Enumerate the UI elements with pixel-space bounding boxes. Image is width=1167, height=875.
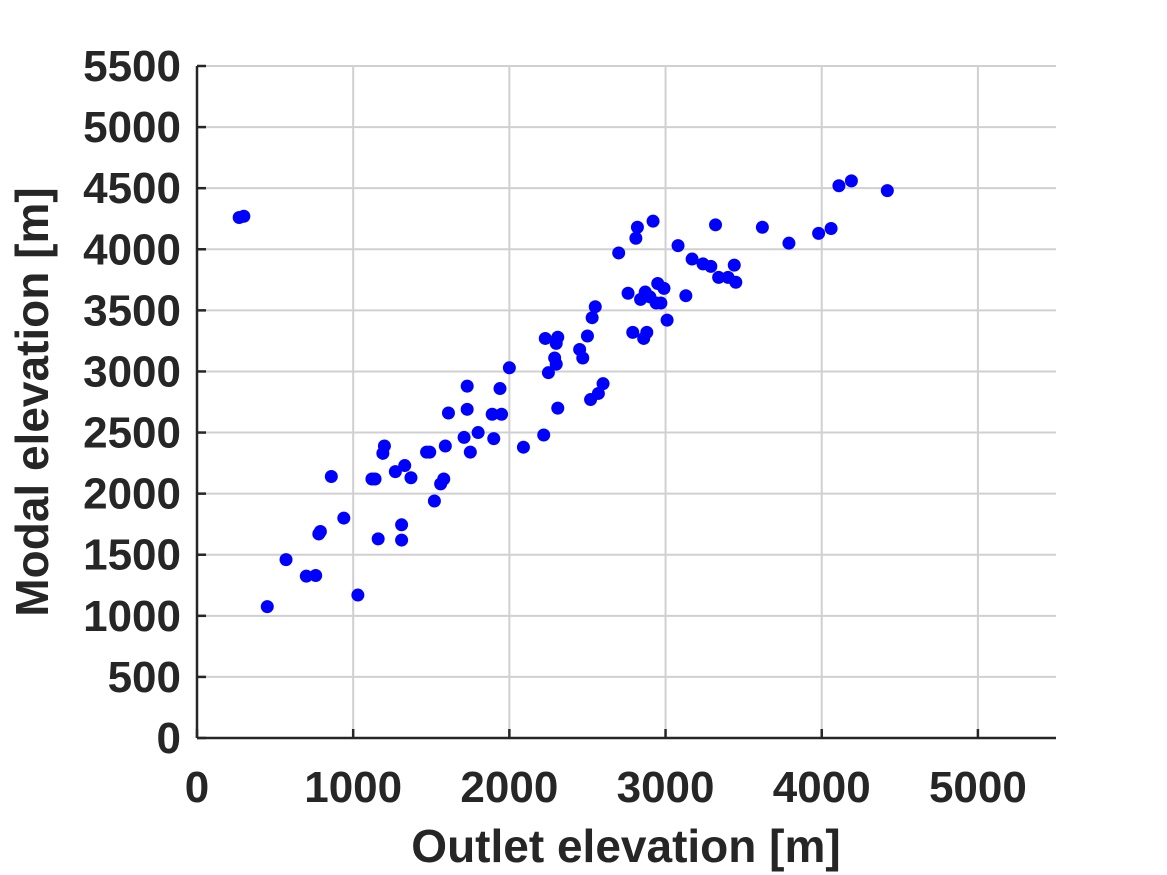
data-point <box>471 426 485 440</box>
data-point <box>423 445 437 459</box>
y-tick-label: 3500 <box>83 286 181 335</box>
data-point <box>549 336 563 350</box>
data-point <box>337 511 351 525</box>
data-point <box>541 366 555 380</box>
y-axis-ticks: 0 500 1000 1500 2000 2500 3000 3500 4000 4500 5000… <box>83 42 206 763</box>
data-point <box>621 286 635 300</box>
data-point <box>709 218 723 232</box>
data-point <box>685 252 699 266</box>
data-point <box>671 239 685 253</box>
data-point <box>576 351 590 365</box>
y-tick-label: 5500 <box>83 42 181 91</box>
data-point <box>398 459 412 473</box>
data-point <box>309 568 323 582</box>
data-point <box>880 184 894 198</box>
data-point <box>727 258 741 272</box>
y-tick-label: 0 <box>157 714 181 763</box>
data-point <box>502 361 516 375</box>
data-point <box>654 296 668 310</box>
data-point <box>404 471 418 485</box>
data-point <box>704 259 718 273</box>
data-point <box>551 401 565 415</box>
data-point <box>824 222 838 236</box>
data-point <box>460 379 474 393</box>
data-point <box>612 246 626 260</box>
data-point <box>351 588 365 602</box>
y-tick-label: 5000 <box>83 103 181 152</box>
y-axis-title: Modal elevation [m] <box>6 187 58 616</box>
data-point <box>260 600 274 614</box>
data-point <box>729 275 743 289</box>
data-point <box>457 430 471 444</box>
data-point <box>485 407 499 421</box>
y-tick-label: 1000 <box>83 592 181 641</box>
x-tick-label: 4000 <box>773 763 871 812</box>
data-point <box>585 311 599 325</box>
axes <box>195 66 1056 740</box>
data-point <box>299 569 313 583</box>
x-tick-label: 0 <box>185 763 209 812</box>
y-tick-label: 1500 <box>83 531 181 580</box>
data-point <box>591 386 605 400</box>
x-axis-ticks: 0 1000 2000 3000 4000 5000 <box>185 729 1027 812</box>
y-tick-label: 2000 <box>83 470 181 519</box>
data-point <box>388 465 402 479</box>
data-point <box>368 472 382 486</box>
data-point <box>463 445 477 459</box>
y-tick-label: 500 <box>108 653 181 702</box>
data-point <box>493 382 507 396</box>
data-point <box>657 281 671 295</box>
data-point <box>812 226 826 240</box>
data-point <box>629 231 643 245</box>
grid-lines <box>197 65 1056 738</box>
x-tick-label: 5000 <box>929 763 1027 812</box>
data-point <box>538 331 552 345</box>
x-tick-label: 3000 <box>617 763 715 812</box>
y-tick-label: 2500 <box>83 409 181 458</box>
data-point <box>487 432 501 446</box>
data-point <box>279 553 293 567</box>
data-point <box>460 402 474 416</box>
y-tick-label: 4000 <box>83 225 181 274</box>
data-point <box>580 329 594 343</box>
data-point <box>782 236 796 250</box>
data-point <box>438 439 452 453</box>
data-point <box>630 220 644 234</box>
data-point <box>437 472 451 486</box>
data-point <box>427 494 441 508</box>
data-point <box>640 325 654 339</box>
data-point <box>832 179 846 193</box>
x-axis-title: Outlet elevation [m] <box>411 820 840 872</box>
data-point <box>596 377 610 391</box>
data-point <box>395 533 409 547</box>
data-point <box>626 325 640 339</box>
y-tick-label: 3000 <box>83 347 181 396</box>
data-point <box>313 525 327 539</box>
data-point <box>441 406 455 420</box>
data-point <box>395 518 409 532</box>
data-point <box>660 313 674 327</box>
x-tick-label: 1000 <box>304 763 402 812</box>
data-point <box>679 289 693 303</box>
data-points <box>232 174 894 614</box>
data-point <box>844 174 858 188</box>
data-point <box>549 357 563 371</box>
data-point <box>712 270 726 284</box>
data-point <box>237 209 251 223</box>
data-point <box>377 439 391 453</box>
data-point <box>324 470 338 484</box>
x-tick-label: 2000 <box>460 763 558 812</box>
data-point <box>588 300 602 314</box>
data-point <box>495 407 509 421</box>
data-point <box>646 214 660 228</box>
data-point <box>516 440 530 454</box>
data-point <box>537 428 551 442</box>
data-point <box>755 220 769 234</box>
y-tick-label: 4500 <box>83 164 181 213</box>
data-point <box>371 532 385 546</box>
